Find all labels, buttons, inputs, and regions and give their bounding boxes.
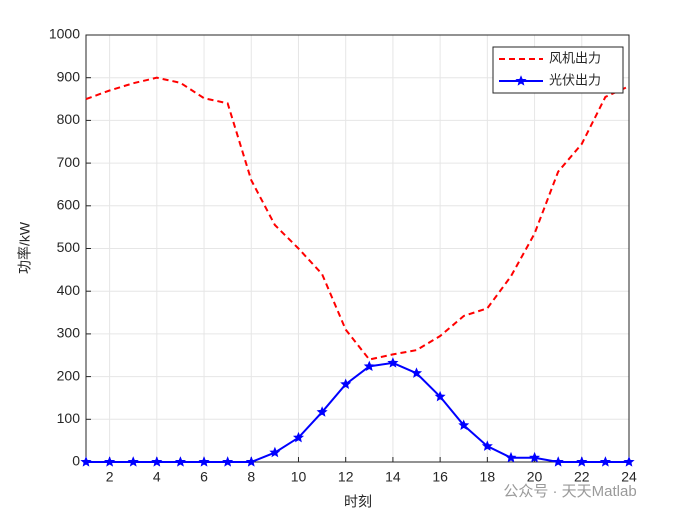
- marker: [434, 390, 446, 402]
- x-tick-label: 12: [338, 469, 354, 485]
- marker: [387, 357, 399, 368]
- marker: [458, 419, 470, 430]
- marker: [363, 360, 375, 372]
- marker: [481, 440, 493, 451]
- marker: [340, 378, 352, 389]
- marker: [245, 456, 257, 467]
- x-tick-label: 16: [432, 469, 448, 485]
- x-tick-label: 24: [621, 469, 637, 485]
- y-tick-label: 800: [57, 111, 81, 127]
- marker: [599, 456, 611, 467]
- y-tick-label: 200: [57, 367, 81, 383]
- y-tick-label: 300: [57, 325, 81, 341]
- x-tick-label: 6: [200, 469, 208, 485]
- x-tick-label: 8: [247, 469, 255, 485]
- y-tick-label: 1000: [49, 26, 80, 42]
- marker: [80, 456, 92, 467]
- marker: [269, 446, 281, 458]
- marker: [222, 456, 234, 467]
- y-tick-label: 700: [57, 154, 81, 170]
- marker: [552, 456, 564, 467]
- x-tick-label: 14: [385, 469, 401, 485]
- x-tick-label: 10: [291, 469, 307, 485]
- y-tick-label: 400: [57, 282, 81, 298]
- x-tick-label: 18: [480, 469, 496, 485]
- x-axis-label: 时刻: [344, 494, 372, 510]
- y-tick-label: 0: [72, 453, 80, 469]
- marker: [127, 456, 139, 467]
- x-tick-label: 2: [106, 469, 114, 485]
- y-tick-label: 500: [57, 239, 81, 255]
- marker: [174, 456, 186, 467]
- legend-marker: [515, 75, 527, 86]
- series-line: [85, 76, 630, 361]
- series-line: [86, 361, 629, 463]
- marker: [292, 431, 305, 443]
- x-tick-label: 22: [574, 469, 590, 485]
- legend-box: [492, 46, 624, 94]
- marker: [198, 456, 210, 467]
- legend-label: 光伏出力: [549, 72, 601, 87]
- marker: [151, 456, 163, 467]
- y-axis-label: 功率/kW: [17, 221, 33, 274]
- marker: [104, 456, 116, 467]
- x-tick-label: 20: [527, 469, 543, 485]
- watermark: 公众号 · 天天Matlab: [503, 483, 636, 500]
- y-tick-label: 100: [57, 410, 81, 426]
- marker: [576, 456, 588, 467]
- axes-box: [85, 34, 630, 463]
- marker: [529, 451, 541, 463]
- legend-label: 风机出力: [549, 50, 601, 65]
- marker: [410, 367, 423, 378]
- marker: [623, 456, 635, 467]
- y-tick-label: 600: [57, 197, 81, 213]
- marker: [505, 451, 517, 463]
- y-tick-label: 900: [57, 68, 81, 84]
- x-tick-label: 4: [153, 469, 161, 485]
- marker: [316, 406, 328, 417]
